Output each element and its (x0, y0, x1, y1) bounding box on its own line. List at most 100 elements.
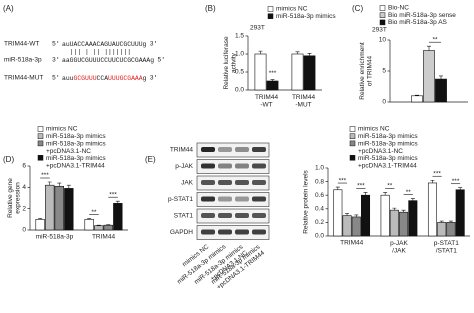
error-bar (430, 179, 435, 183)
text-line: TRIM44 (255, 94, 279, 101)
panel-label: (C) (352, 4, 363, 13)
sequence-segment: auUACCAAACAGUAUCGCUUUg (62, 41, 147, 48)
bar (303, 55, 316, 91)
text-line: activity (230, 52, 237, 73)
error-bar (383, 192, 388, 196)
significance-label: *** (109, 191, 117, 198)
y-tick-label: 4 (22, 184, 26, 191)
text-line: +pcDNA3.1-NC (358, 148, 403, 155)
text-line: Relative gene (7, 178, 14, 218)
x-tick-label: TRIM44 -MUT (292, 94, 316, 108)
bar (84, 219, 94, 231)
legend-label: miR-518a-3p mimics (358, 133, 418, 140)
error-bar (410, 198, 415, 201)
text-line: -MUT (295, 101, 311, 108)
sequence: aaGGUCGUUUCCUUCUCGCGAAAg (62, 57, 154, 64)
y-tick-label: 0.0 (315, 233, 324, 240)
bar (291, 53, 304, 91)
y-tick-label: 0 (382, 99, 386, 106)
blot-frame (196, 225, 270, 240)
bar (360, 194, 371, 237)
legend-swatch (349, 126, 356, 132)
sequence-segment: auu (62, 75, 74, 82)
band (235, 196, 249, 202)
y-tick-label: 1.5 (235, 33, 244, 40)
text-line: of TRIM44 (366, 56, 373, 87)
band (201, 213, 215, 218)
panel-label: (A) (3, 4, 14, 13)
bar (455, 189, 465, 237)
prime-end: 5' (52, 75, 60, 82)
y-tick-label: 2 (22, 205, 26, 212)
error-bar (335, 186, 340, 190)
error-bar (439, 75, 443, 80)
legend-swatch (379, 12, 386, 18)
y-tick-label: 0.6 (315, 192, 324, 199)
y-axis-label: Relative luciferaseactivity (223, 36, 237, 89)
significance-label: *** (269, 70, 277, 77)
bar (254, 53, 267, 91)
bar (94, 225, 104, 231)
y-tick-label: 0.5 (235, 69, 244, 76)
y-tick-label: 0.2 (315, 219, 324, 226)
bar (35, 219, 45, 231)
band (201, 229, 215, 235)
x-tick-label: TRIM44 -WT (255, 94, 279, 108)
legend-label: mimics NC (46, 126, 78, 133)
x-tick-label: p-STAT1/STAT1 (434, 240, 459, 254)
bar (435, 78, 447, 103)
text-line: /JAK (392, 247, 406, 254)
sequence-segment: CCA (97, 75, 109, 82)
x-tick-label: TRIM44 (340, 240, 364, 247)
bar (266, 80, 279, 91)
band (218, 163, 232, 169)
prime-end: 5' (157, 57, 165, 64)
significance-label: *** (41, 172, 49, 179)
legend-swatch (267, 13, 274, 19)
panel-label: (B) (205, 4, 216, 13)
legend-swatch (349, 133, 356, 139)
band (252, 163, 266, 169)
legend-label: miR-518a-3p mimics (46, 133, 106, 140)
error-bar (96, 224, 101, 226)
bar (408, 200, 418, 237)
bar (423, 50, 435, 103)
significance-label: ** (432, 36, 438, 43)
text-line: miR-518a-3p mimics (358, 140, 418, 147)
legend-label: miR-518a-3p mimics +pcDNA3.1-TRIM44 (358, 155, 418, 169)
text-line: TRIM44 (292, 94, 316, 101)
text-line: Relative enrichment (359, 42, 366, 100)
text-line: -WT (260, 101, 272, 108)
band (252, 213, 266, 218)
bar (342, 215, 352, 237)
legend-label: miR-518a-3p mimics +pcDNA3.1-TRIM44 (46, 155, 106, 169)
bar (380, 194, 390, 237)
y-tick-label: 0.4 (315, 206, 324, 213)
y-tick-label: 0 (22, 227, 26, 234)
significance-label: *** (452, 178, 460, 185)
chart-title: 293T (250, 25, 265, 32)
legend-swatch (349, 140, 356, 147)
error-bar (66, 184, 71, 189)
bar (427, 182, 438, 237)
y-axis-label: Relative enrichmentof TRIM44 (359, 42, 373, 100)
band (218, 180, 232, 185)
band (235, 163, 249, 169)
error-bar (363, 192, 368, 196)
error-bar (427, 45, 431, 51)
error-bar (307, 52, 312, 56)
protein-label: GAPDH (170, 229, 193, 236)
legend-swatch (379, 19, 386, 26)
blot-frame (196, 142, 270, 158)
legend-label: miR-518a-3p mimics +pcDNA3.1-NC (358, 140, 418, 154)
sequence-segment: UUU (108, 75, 120, 82)
error-bar (448, 220, 453, 223)
error-bar (87, 218, 92, 220)
error-bar (258, 50, 263, 54)
text-line: p-JAK (390, 240, 408, 247)
significance-label: *** (433, 170, 441, 177)
legend-swatch (267, 6, 274, 12)
sequence-segment: aaGGUCGUUUCCUUCUCGCGAAAg (62, 57, 154, 64)
x-tick-label: p-JAK/JAK (390, 240, 408, 254)
bar (446, 222, 456, 237)
